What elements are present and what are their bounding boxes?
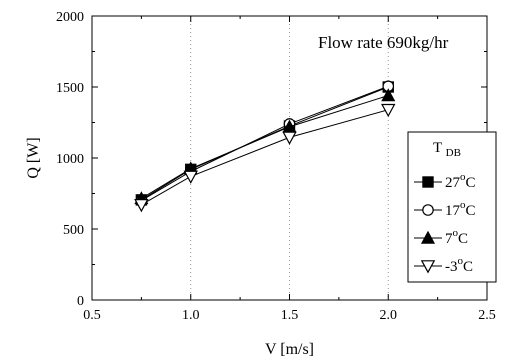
series-line — [141, 86, 389, 201]
data-point — [381, 88, 396, 102]
legend-label-unit: C — [466, 175, 476, 191]
legend-entry: 17oC — [414, 199, 476, 219]
legend-label-sup: o — [458, 255, 464, 267]
legend-label-value: 27 — [445, 175, 461, 191]
y-tick-label: 1000 — [56, 152, 84, 167]
x-axis-title: V [m/s] — [265, 341, 314, 358]
legend-title-sub: DB — [446, 147, 461, 159]
legend-label: -3oC — [445, 255, 473, 275]
legend-label-sup: o — [460, 171, 466, 183]
legend-label-sup: o — [460, 199, 466, 211]
legend-marker — [420, 230, 436, 244]
y-tick-label: 2000 — [56, 10, 84, 25]
series-27C — [135, 81, 394, 206]
y-axis-title: Q [W] — [25, 137, 42, 178]
data-point — [282, 131, 297, 145]
data-point — [134, 199, 149, 213]
y-tick-label: 0 — [77, 294, 84, 309]
ticks: 0.5 1.0 1.5 2.0 2.5 0 500 1000 1500 2000 — [56, 10, 496, 323]
legend-entry: 7oC — [414, 227, 468, 247]
legend-label-sup: o — [453, 227, 459, 239]
x-tick-label: 2.5 — [478, 308, 496, 323]
legend-label: 17oC — [445, 199, 476, 219]
legend-marker — [420, 260, 436, 274]
chart-annotation: Flow rate 690kg/hr — [318, 33, 449, 52]
legend-marker — [422, 176, 434, 188]
data-point — [381, 103, 396, 118]
x-tick-label: 1.0 — [182, 308, 200, 323]
legend-label-value: 7 — [445, 231, 453, 247]
legend-title-main: T — [433, 140, 442, 156]
legend-label-unit: C — [463, 259, 473, 275]
legend-label: 27oC — [445, 171, 476, 191]
legend-label-unit: C — [466, 203, 476, 219]
x-tick-label: 1.5 — [281, 308, 299, 323]
x-tick-label: 2.0 — [380, 308, 398, 323]
series-line — [141, 109, 389, 206]
y-tick-label: 500 — [63, 223, 84, 238]
grid — [190, 16, 389, 300]
x-tick-label: 0.5 — [83, 308, 101, 323]
legend-label-value: 17 — [445, 203, 461, 219]
legend-box — [407, 131, 497, 283]
series-line — [141, 95, 389, 199]
legend-marker — [422, 204, 434, 216]
legend-title: T DB — [433, 140, 461, 159]
y-tick-label: 1500 — [56, 81, 84, 96]
legend-label: 7oC — [445, 227, 468, 247]
legend-label-unit: C — [458, 231, 468, 247]
series — [134, 80, 396, 213]
legend-entry: 27oC — [414, 171, 476, 191]
legend-label-value: -3 — [445, 259, 458, 275]
series--3C — [134, 103, 396, 213]
data-point — [183, 170, 198, 184]
legend-entry: -3oC — [414, 255, 473, 275]
